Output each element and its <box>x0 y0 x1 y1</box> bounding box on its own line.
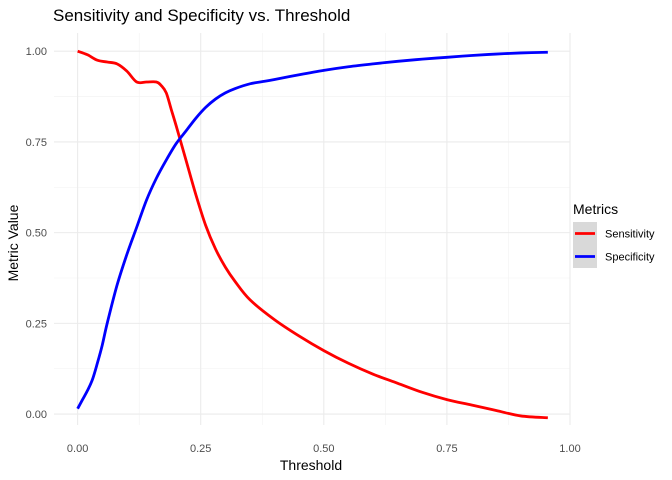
legend-label-specificity: Specificity <box>605 252 655 264</box>
legend-items: Sensitivity Specificity <box>573 222 655 268</box>
x-tick-labels: 0.00 0.25 0.50 0.75 1.00 <box>67 443 581 455</box>
x-tick-label: 0.50 <box>313 443 334 455</box>
x-tick-label: 0.00 <box>67 443 88 455</box>
legend-title: Metrics <box>573 201 618 217</box>
series-layer <box>76 49 548 420</box>
grid-layer <box>54 33 571 425</box>
legend-label-sensitivity: Sensitivity <box>605 229 655 241</box>
series-line-specificity <box>76 50 548 410</box>
y-tick-label: 0.00 <box>26 409 47 421</box>
x-tick-label: 0.25 <box>190 443 211 455</box>
series-line-sensitivity <box>77 49 548 420</box>
legend: Metrics Sensitivity Specificity <box>573 201 655 268</box>
y-tick-label: 1.00 <box>26 46 47 58</box>
x-tick-label: 0.75 <box>436 443 457 455</box>
y-axis-title: Metric Value <box>5 204 21 281</box>
chart-title: Sensitivity and Specificity vs. Threshol… <box>53 6 350 25</box>
y-tick-labels: 0.00 0.25 0.50 0.75 1.00 <box>26 46 47 421</box>
y-tick-label: 0.50 <box>26 228 47 240</box>
x-tick-label: 1.00 <box>559 443 580 455</box>
x-axis-title: Threshold <box>280 457 342 473</box>
y-tick-label: 0.25 <box>26 318 47 330</box>
y-tick-label: 0.75 <box>26 137 47 149</box>
